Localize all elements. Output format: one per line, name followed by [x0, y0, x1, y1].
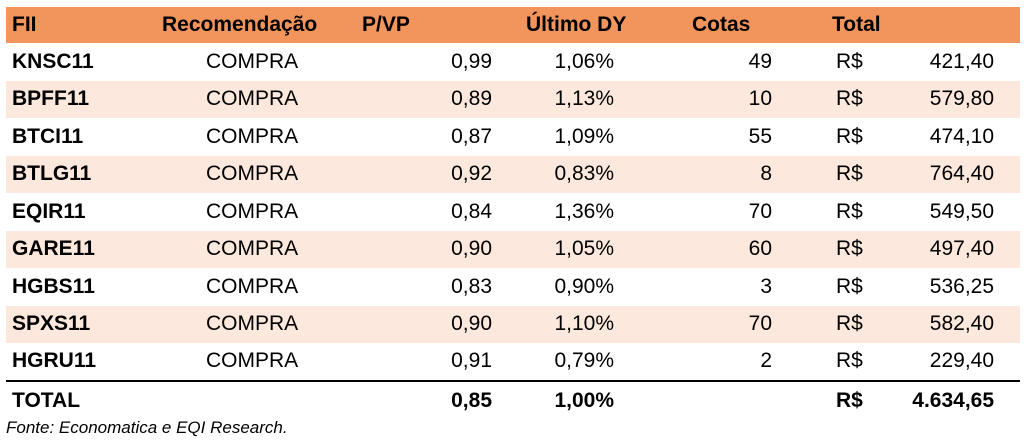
dy-cell: 0,90%: [554, 274, 614, 298]
total-row: TOTAL 0,85 1,00% R$ 4.634,65: [6, 380, 1021, 421]
table-row: GARE11 COMPRA 0,90 1,05% 60 R$ 497,40: [6, 230, 1021, 268]
table-row: BTLG11 COMPRA 0,92 0,83% 8 R$ 764,40: [6, 155, 1021, 193]
recomendacao-cell: COMPRA: [206, 162, 299, 186]
pvp-cell: 0,89: [451, 87, 492, 111]
total-cell: 474,10: [929, 124, 995, 148]
currency-cell: R$: [836, 162, 863, 186]
dy-cell: 1,05%: [554, 237, 614, 261]
pvp-cell: 0,92: [451, 162, 492, 186]
header-cotas: Cotas: [692, 13, 751, 36]
total-cell: 579,80: [929, 87, 995, 111]
cotas-cell: 8: [760, 162, 772, 186]
fii-code-cell: BPFF11: [12, 87, 90, 111]
currency-cell: R$: [836, 237, 863, 261]
total-dy: 1,00%: [554, 389, 614, 412]
recomendacao-cell: COMPRA: [206, 87, 299, 111]
currency-cell: R$: [836, 49, 863, 73]
total-cotas-empty: [686, 381, 826, 421]
dy-cell: 1,09%: [554, 124, 614, 148]
cotas-cell: 3: [760, 274, 772, 298]
dy-cell: 0,83%: [554, 162, 614, 186]
currency-cell: R$: [836, 87, 863, 111]
total-pvp: 0,85: [451, 389, 492, 412]
recomendacao-cell: COMPRA: [206, 274, 299, 298]
total-cell: 421,40: [929, 49, 995, 73]
source-note: Fonte: Economatica e EQI Research.: [6, 418, 288, 437]
pvp-cell: 0,84: [451, 199, 492, 223]
fii-code-cell: SPXS11: [12, 312, 91, 336]
fii-code-cell: BTCI11: [12, 124, 84, 148]
dy-cell: 1,06%: [554, 49, 614, 73]
currency-cell: R$: [836, 349, 863, 373]
pvp-cell: 0,99: [451, 49, 492, 73]
fii-portfolio-table: FII Recomendação P/VP Último DY Cotas To…: [6, 7, 1021, 421]
table-row: BTCI11 COMPRA 0,87 1,09% 55 R$ 474,10: [6, 118, 1020, 156]
recomendacao-cell: COMPRA: [206, 349, 299, 373]
table-row: HGBS11 COMPRA 0,83 0,90% 3 R$ 536,25: [6, 268, 1020, 306]
total-cell: 764,40: [929, 162, 995, 186]
fii-code-cell: BTLG11: [12, 162, 92, 186]
table-row: HGRU11 COMPRA 0,91 0,79% 2 R$ 229,40: [6, 343, 1020, 381]
pvp-cell: 0,90: [451, 312, 492, 336]
recomendacao-cell: COMPRA: [206, 49, 299, 73]
total-cell: 549,50: [929, 199, 995, 223]
currency-cell: R$: [836, 312, 863, 336]
currency-cell: R$: [836, 274, 863, 298]
recomendacao-cell: COMPRA: [206, 237, 299, 261]
cotas-cell: 55: [748, 124, 772, 148]
header-total: Total: [832, 13, 881, 36]
pvp-cell: 0,90: [451, 237, 492, 261]
total-cell: 536,25: [929, 274, 995, 298]
pvp-cell: 0,87: [451, 124, 492, 148]
header-fii: FII: [12, 13, 37, 36]
total-currency: R$: [836, 389, 863, 412]
recomendacao-cell: COMPRA: [206, 312, 299, 336]
header-ultimo-dy: Último DY: [526, 13, 627, 36]
cotas-cell: 60: [748, 237, 772, 261]
total-cell: 582,40: [929, 312, 995, 336]
dy-cell: 0,79%: [554, 349, 614, 373]
total-recomendacao-empty: [156, 381, 344, 421]
header-pvp: P/VP: [362, 13, 410, 36]
table-header: FII Recomendação P/VP Último DY Cotas To…: [6, 7, 1021, 43]
cotas-cell: 2: [760, 349, 772, 373]
cotas-cell: 70: [748, 312, 772, 336]
fii-code-cell: GARE11: [12, 237, 95, 261]
table-row: SPXS11 COMPRA 0,90 1,10% 70 R$ 582,40: [6, 305, 1021, 343]
fii-code-cell: HGBS11: [12, 274, 95, 298]
dy-cell: 1,10%: [554, 312, 614, 336]
table-footer: TOTAL 0,85 1,00% R$ 4.634,65: [6, 380, 1021, 421]
pvp-cell: 0,83: [451, 274, 492, 298]
cotas-cell: 49: [748, 49, 772, 73]
table-body: KNSC11 COMPRA 0,99 1,06% 49 R$ 421,40 BPFF11 COM…: [6, 43, 1021, 381]
header-row: FII Recomendação P/VP Último DY Cotas To…: [6, 7, 1021, 43]
fii-code-cell: HGRU11: [12, 349, 97, 373]
dy-cell: 1,36%: [554, 199, 614, 223]
currency-cell: R$: [836, 124, 863, 148]
table-row: KNSC11 COMPRA 0,99 1,06% 49 R$ 421,40: [6, 43, 1020, 81]
dy-cell: 1,13%: [554, 87, 614, 111]
total-cell: 497,40: [929, 237, 995, 261]
fii-code-cell: EQIR11: [12, 199, 86, 223]
total-cell: 229,40: [929, 349, 995, 373]
table-row: BPFF11 COMPRA 0,89 1,13% 10 R$ 579,80: [6, 80, 1021, 118]
currency-cell: R$: [836, 199, 863, 223]
fii-code-cell: KNSC11: [12, 49, 94, 73]
total-label: TOTAL: [12, 389, 81, 412]
pvp-cell: 0,91: [451, 349, 492, 373]
cotas-cell: 70: [748, 199, 772, 223]
recomendacao-cell: COMPRA: [206, 199, 299, 223]
cotas-cell: 10: [748, 87, 772, 111]
table-row: EQIR11 COMPRA 0,84 1,36% 70 R$ 549,50: [6, 193, 1020, 231]
recomendacao-cell: COMPRA: [206, 124, 299, 148]
header-recomendacao: Recomendação: [162, 13, 318, 36]
total-value: 4.634,65: [912, 389, 995, 412]
